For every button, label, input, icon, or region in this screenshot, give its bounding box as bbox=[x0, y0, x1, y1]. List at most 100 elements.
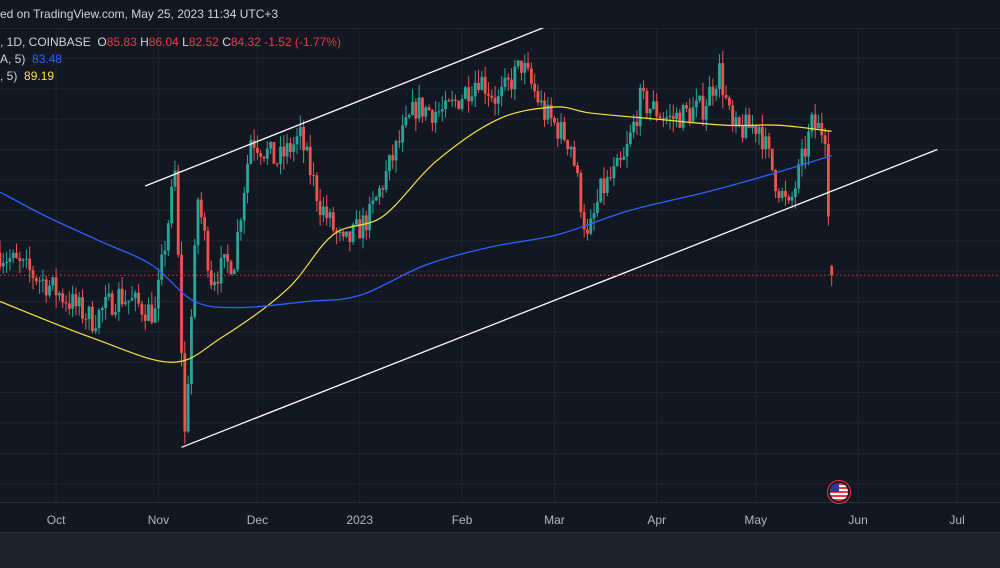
candle-body bbox=[447, 100, 451, 102]
legend-change: -1.52 (-1.77%) bbox=[264, 35, 341, 49]
time-axis-label: 2023 bbox=[346, 513, 374, 527]
candle-body bbox=[285, 143, 289, 157]
candle-body bbox=[117, 288, 121, 313]
candle-body bbox=[754, 125, 758, 134]
candle-body bbox=[64, 302, 68, 304]
candle-body bbox=[213, 281, 216, 286]
candle-body bbox=[450, 99, 454, 102]
candle-body bbox=[203, 217, 207, 231]
header-bar: ed on TradingView.com, May 25, 2023 11:3… bbox=[0, 0, 1000, 29]
candle-body bbox=[262, 156, 266, 159]
candle-body bbox=[91, 306, 94, 332]
candle-body bbox=[602, 178, 606, 193]
candle-body bbox=[361, 215, 365, 239]
candle-body bbox=[510, 79, 513, 90]
candle-body bbox=[678, 112, 682, 128]
candle-body bbox=[305, 146, 309, 151]
candle-body bbox=[351, 224, 355, 242]
candle-body bbox=[381, 188, 385, 190]
candle-body bbox=[506, 77, 510, 80]
candle-body bbox=[388, 155, 391, 172]
candle-body bbox=[31, 270, 35, 279]
candle-body bbox=[97, 309, 101, 329]
candle-body bbox=[454, 99, 457, 101]
candle-body bbox=[830, 266, 834, 276]
candle-body bbox=[401, 125, 405, 143]
candle-body bbox=[77, 297, 81, 307]
candle-body bbox=[199, 199, 203, 218]
candle-body bbox=[114, 312, 117, 315]
candle-body bbox=[793, 188, 797, 197]
candle-body bbox=[757, 126, 761, 134]
candle-body bbox=[331, 212, 335, 231]
time-axis-label: Jun bbox=[848, 513, 868, 527]
candle-body bbox=[463, 87, 467, 99]
candle-body bbox=[54, 277, 58, 296]
time-axis-label: Dec bbox=[246, 513, 269, 527]
candle-body bbox=[526, 62, 530, 69]
candle-body bbox=[714, 89, 718, 96]
us-flag-event-icon[interactable] bbox=[828, 481, 850, 503]
candle-body bbox=[256, 147, 259, 153]
candle-body bbox=[242, 193, 246, 221]
candle-body bbox=[430, 110, 434, 123]
candle-body bbox=[15, 252, 18, 259]
candle-body bbox=[130, 298, 134, 301]
price-chart[interactable] bbox=[0, 28, 1000, 502]
candle-body bbox=[652, 101, 655, 109]
candle-body bbox=[223, 254, 226, 258]
candle-body bbox=[721, 63, 725, 96]
candle-body bbox=[34, 278, 38, 282]
candle-body bbox=[790, 196, 794, 201]
candle-body bbox=[394, 141, 398, 161]
candles bbox=[0, 50, 834, 444]
candle-body bbox=[562, 121, 566, 141]
candle-body bbox=[282, 146, 286, 157]
candle-body bbox=[348, 231, 352, 242]
candle-body bbox=[302, 126, 306, 151]
candle-body bbox=[615, 158, 619, 167]
candle-body bbox=[120, 288, 124, 305]
candle-body bbox=[48, 285, 51, 296]
time-axis[interactable]: Oct Nov Dec 2023 Feb Mar Apr May Jun Jul bbox=[0, 502, 1000, 533]
candle-body bbox=[592, 212, 596, 219]
legend-symbol: , 1D, COINBASE bbox=[0, 35, 91, 49]
candle-body bbox=[579, 173, 583, 213]
time-axis-label: Feb bbox=[451, 513, 473, 527]
candle-body bbox=[265, 148, 269, 159]
candle-body bbox=[734, 117, 738, 126]
candle-body bbox=[810, 114, 814, 132]
candle-body bbox=[160, 254, 164, 280]
candle-body bbox=[427, 107, 431, 111]
candle-body bbox=[566, 140, 570, 150]
candle-body bbox=[140, 303, 144, 315]
candle-body bbox=[628, 132, 632, 144]
candle-body bbox=[275, 163, 279, 165]
candle-body bbox=[41, 279, 45, 281]
candle-body bbox=[774, 169, 777, 192]
time-axis-label: Nov bbox=[147, 513, 170, 527]
candle-body bbox=[318, 201, 322, 216]
candle-body bbox=[661, 118, 665, 120]
candle-body bbox=[642, 87, 645, 91]
candle-body bbox=[797, 164, 801, 189]
candle-body bbox=[529, 68, 533, 84]
legend-ma-fast-row: , 5) 89.19 bbox=[0, 68, 341, 85]
candle-body bbox=[0, 252, 2, 267]
candle-body bbox=[61, 293, 65, 303]
candle-body bbox=[147, 304, 150, 321]
candle-body bbox=[767, 136, 771, 149]
candle-body bbox=[820, 123, 824, 136]
candle-body bbox=[586, 229, 589, 234]
candle-body bbox=[38, 280, 42, 282]
candle-body bbox=[777, 191, 781, 198]
candle-body bbox=[457, 100, 461, 109]
candle-body bbox=[483, 76, 487, 94]
candle-body bbox=[236, 231, 240, 270]
candle-body bbox=[216, 281, 220, 284]
candle-body bbox=[691, 107, 695, 122]
candle-body bbox=[800, 148, 804, 165]
candle-body bbox=[127, 300, 131, 303]
candle-body bbox=[384, 171, 388, 190]
candle-body bbox=[421, 97, 424, 117]
